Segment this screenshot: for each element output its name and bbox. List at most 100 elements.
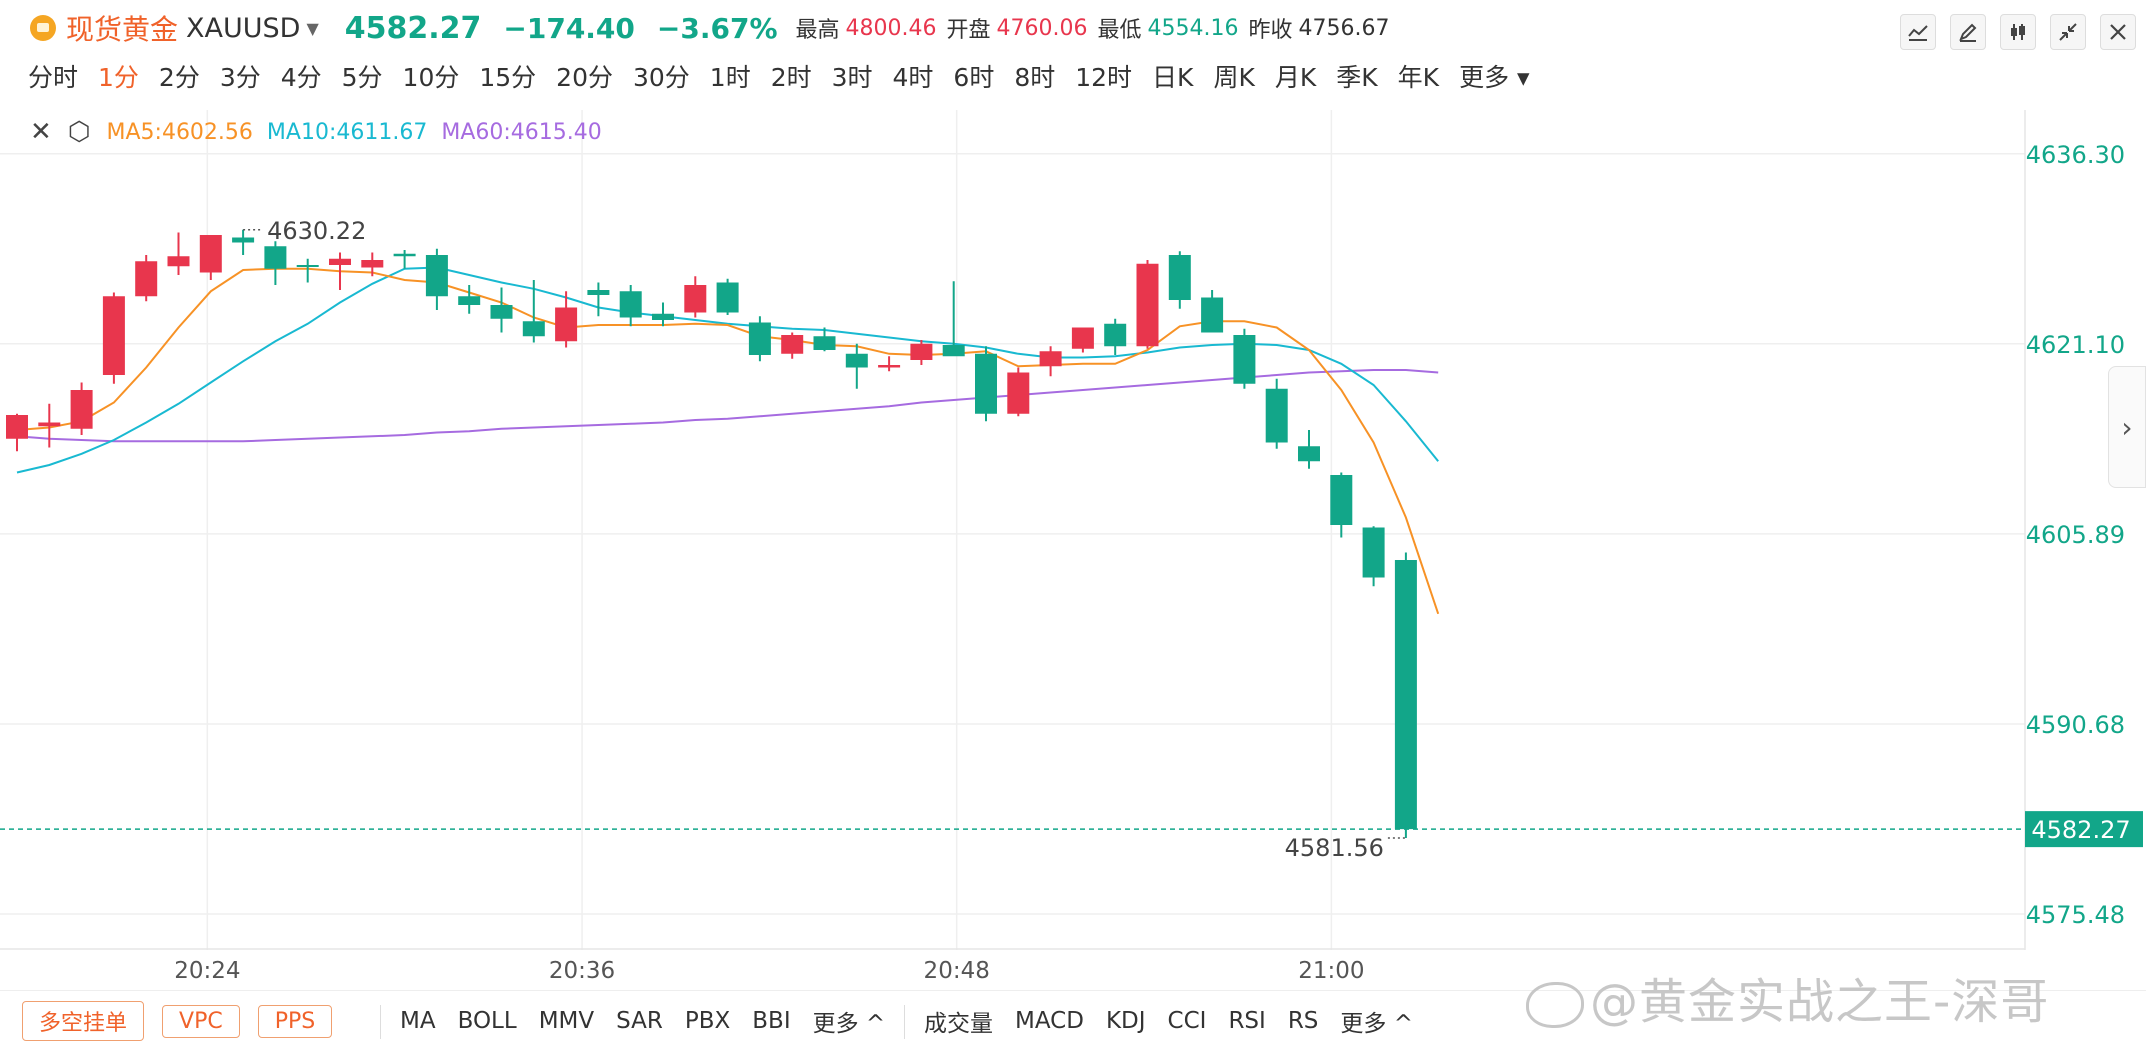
tab-period-18[interactable]: 周K — [1213, 63, 1255, 92]
x-tick-label: 21:00 — [1298, 958, 1365, 984]
quote-header: 现货黄金 XAUUSD ▼ 4582.27 −174.40 −3.67% 最高 … — [0, 0, 2146, 56]
tab-period-2[interactable]: 2分 — [158, 63, 200, 92]
tab-period-11[interactable]: 2时 — [770, 63, 812, 92]
tab-period-22[interactable]: 更多 ▾ — [1459, 63, 1530, 92]
candle-body — [845, 353, 868, 368]
x-tick-label: 20:48 — [923, 958, 990, 984]
close-icon[interactable] — [2100, 14, 2136, 50]
sub-indicator-0[interactable]: 成交量 — [924, 1011, 993, 1037]
candle-body — [329, 258, 351, 265]
tab-period-9[interactable]: 30分 — [632, 63, 690, 92]
tab-period-10[interactable]: 1时 — [709, 63, 751, 92]
ma5-value: MA5:4602.56 — [106, 119, 253, 145]
hide-indicator-icon[interactable]: ✕ — [30, 117, 52, 147]
high-label: 最高 — [795, 18, 840, 43]
tab-period-0[interactable]: 分时 — [28, 63, 79, 92]
tab-period-4[interactable]: 4分 — [280, 63, 322, 92]
pill-button-0[interactable]: 多空挂单 — [22, 1001, 145, 1041]
candle-body — [1394, 560, 1417, 830]
sub-indicator-3[interactable]: CCI — [1167, 1008, 1207, 1034]
candle-body — [232, 237, 255, 243]
instrument-symbol[interactable]: XAUUSD — [186, 12, 301, 44]
divider — [380, 1005, 381, 1039]
overlay-indicator-1[interactable]: BOLL — [457, 1008, 517, 1034]
pill-button-1[interactable]: VPC — [162, 1004, 240, 1038]
x-tick-label: 20:24 — [174, 958, 241, 984]
draw-pen-icon[interactable] — [1950, 14, 1986, 50]
overlay-indicator-5[interactable]: BBI — [752, 1008, 791, 1034]
overlay-indicator-0[interactable]: MA — [400, 1008, 436, 1034]
sub-indicator-2[interactable]: KDJ — [1105, 1008, 1146, 1034]
sub-indicator-5[interactable]: RS — [1287, 1008, 1319, 1034]
candle-body — [1039, 351, 1062, 367]
overlay-indicator-2[interactable]: MMV — [538, 1008, 595, 1034]
sub-indicator-1[interactable]: MACD — [1015, 1008, 1084, 1034]
tab-period-6[interactable]: 10分 — [402, 63, 460, 92]
ma60-value: MA60:4615.40 — [441, 119, 602, 145]
candle-body — [942, 345, 965, 357]
candle-body — [393, 253, 416, 257]
open-label: 开盘 — [946, 18, 991, 43]
tab-period-8[interactable]: 20分 — [556, 63, 613, 92]
tab-period-15[interactable]: 8时 — [1014, 63, 1056, 92]
candle-body — [716, 282, 739, 313]
tab-period-5[interactable]: 5分 — [341, 63, 383, 92]
candle-body — [6, 415, 28, 439]
quote-summary: 现货黄金 XAUUSD ▼ 4582.27 −174.40 −3.67% 最高 … — [30, 10, 1400, 46]
sub-indicators: 成交量 MACD KDJ CCI RSI RS 更多 ^ — [924, 1001, 1435, 1041]
candle-body — [522, 321, 545, 337]
chart-canvas[interactable]: 4636.30 4621.10 4605.89 4590.68 4575.48 4582.… — [0, 110, 2146, 950]
candle-body — [70, 390, 93, 429]
overlay-indicator-6[interactable]: 更多 ^ — [812, 1011, 886, 1037]
tab-period-19[interactable]: 月K — [1274, 63, 1317, 92]
overlay-indicator-3[interactable]: SAR — [616, 1008, 663, 1034]
overlay-indicator-4[interactable]: PBX — [684, 1008, 731, 1034]
tab-period-14[interactable]: 6时 — [953, 63, 995, 92]
kline-chart[interactable]: 4636.30 4621.10 4605.89 4590.68 4575.48 4582.… — [0, 110, 2146, 950]
tab-period-3[interactable]: 3分 — [219, 63, 261, 92]
candle-body — [490, 305, 513, 319]
settings-icon[interactable]: ⬡ — [67, 117, 91, 147]
candle-body — [781, 335, 804, 354]
chart-toolbar — [1900, 14, 2136, 50]
candle-body — [1201, 297, 1224, 333]
y-tick-label: 4590.68 — [2026, 711, 2125, 739]
tab-period-13[interactable]: 4时 — [892, 63, 934, 92]
tab-period-21[interactable]: 年K — [1397, 63, 1440, 92]
candle-body — [1233, 335, 1256, 384]
low-marker-label: 4581.56 — [1285, 834, 1384, 862]
watermark: @黄金实战之王-深哥 — [1526, 962, 2049, 1032]
sub-indicator-6[interactable]: 更多 ^ — [1340, 1011, 1413, 1037]
tab-period-20[interactable]: 季K — [1336, 63, 1378, 92]
pill-button-2[interactable]: PPS — [257, 1004, 333, 1038]
ma60-line — [16, 369, 1439, 443]
line-chart-icon[interactable] — [1900, 14, 1936, 50]
tab-period-17[interactable]: 日K — [1152, 63, 1194, 92]
tab-period-1[interactable]: 1分 — [98, 63, 139, 92]
tab-period-7[interactable]: 15分 — [479, 63, 537, 92]
tab-period-16[interactable]: 12时 — [1075, 63, 1133, 92]
collapse-icon[interactable] — [2050, 14, 2086, 50]
high-value: 4800.46 — [845, 15, 937, 41]
candle-body — [813, 336, 836, 350]
x-tick-label: 20:36 — [548, 958, 616, 984]
chevron-right-icon[interactable]: › — [2108, 366, 2146, 488]
candlestick-icon[interactable] — [2000, 14, 2036, 50]
candle-body — [748, 322, 771, 355]
candle-body — [264, 246, 287, 269]
candle-body — [458, 296, 481, 305]
low-value: 4554.16 — [1147, 15, 1239, 41]
candle-body — [1168, 255, 1191, 300]
divider — [904, 1005, 905, 1039]
weibo-logo-icon — [1526, 982, 1584, 1028]
prev-close-value: 4756.67 — [1298, 15, 1390, 41]
high-marker-label: 4630.22 — [267, 217, 366, 245]
sub-indicator-4[interactable]: RSI — [1228, 1008, 1266, 1034]
candle-body — [878, 365, 901, 368]
y-tick-label: 4575.48 — [2026, 901, 2125, 929]
chevron-down-icon[interactable]: ▼ — [306, 18, 319, 38]
candle-body — [1007, 372, 1030, 414]
candle-body — [1298, 446, 1320, 462]
tab-period-12[interactable]: 3时 — [831, 63, 873, 92]
candle-body — [102, 296, 125, 375]
